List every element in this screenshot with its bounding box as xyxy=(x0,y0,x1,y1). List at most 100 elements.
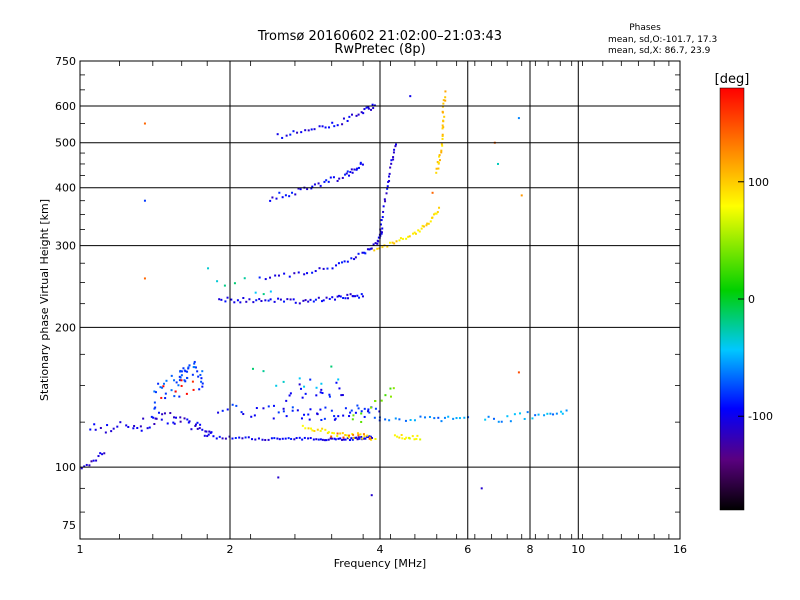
data-point xyxy=(179,370,182,373)
data-point xyxy=(288,195,291,198)
data-point xyxy=(355,168,358,171)
data-point xyxy=(133,424,136,427)
x-tick-label: 2 xyxy=(227,543,234,556)
data-point xyxy=(275,384,278,387)
data-point xyxy=(345,434,348,437)
data-point xyxy=(85,463,88,466)
data-point xyxy=(339,437,342,440)
data-point xyxy=(350,409,353,412)
data-point xyxy=(93,423,96,426)
data-point xyxy=(317,438,320,441)
data-point xyxy=(367,436,370,439)
data-point xyxy=(364,437,367,440)
data-point xyxy=(537,413,540,416)
data-point xyxy=(269,276,272,279)
data-point xyxy=(269,199,272,202)
data-point xyxy=(258,276,261,279)
data-point xyxy=(309,298,312,301)
data-point xyxy=(191,373,194,376)
data-point xyxy=(374,438,377,441)
data-point xyxy=(348,174,351,177)
data-point xyxy=(182,367,185,370)
data-point xyxy=(218,298,221,301)
data-point xyxy=(264,278,267,281)
data-point xyxy=(291,406,294,409)
data-point xyxy=(304,392,307,395)
data-point xyxy=(261,438,264,441)
data-point xyxy=(419,438,422,441)
data-point xyxy=(330,409,333,412)
data-point xyxy=(285,399,288,402)
data-point xyxy=(204,430,207,433)
stats-line-o: mean, sd,O:-101.7, 17.3 xyxy=(608,35,717,45)
data-point xyxy=(341,123,344,126)
data-point xyxy=(324,406,327,409)
data-point xyxy=(366,248,369,251)
data-point xyxy=(443,115,446,118)
data-point xyxy=(314,270,317,273)
data-point xyxy=(444,99,447,102)
data-point xyxy=(361,295,364,298)
data-point xyxy=(316,413,319,416)
data-point xyxy=(161,413,164,416)
data-point xyxy=(344,297,347,300)
data-point xyxy=(292,130,295,133)
data-point xyxy=(413,419,416,422)
data-point xyxy=(201,370,204,373)
data-point xyxy=(355,436,358,439)
data-point xyxy=(358,437,361,440)
data-point xyxy=(307,129,310,132)
data-point xyxy=(313,128,316,131)
data-point xyxy=(441,124,444,127)
data-point xyxy=(346,119,349,122)
data-point xyxy=(401,237,404,240)
data-point xyxy=(309,437,312,440)
data-point xyxy=(500,420,503,423)
data-point xyxy=(299,387,302,390)
data-point xyxy=(281,136,284,139)
data-point xyxy=(284,194,287,197)
data-point xyxy=(186,370,189,373)
data-point xyxy=(196,427,199,430)
data-point xyxy=(342,438,345,441)
data-point xyxy=(384,200,387,203)
data-point xyxy=(306,188,309,191)
data-point xyxy=(440,420,443,423)
data-point xyxy=(325,439,328,442)
data-point xyxy=(376,242,379,245)
data-point xyxy=(392,156,395,159)
data-point xyxy=(360,111,363,114)
data-point xyxy=(337,378,340,381)
data-point xyxy=(106,424,109,427)
data-point xyxy=(188,420,191,423)
data-point xyxy=(153,423,156,426)
data-point xyxy=(442,126,445,129)
data-point xyxy=(173,395,176,398)
data-point xyxy=(433,213,436,216)
data-point xyxy=(201,428,204,431)
data-point xyxy=(264,439,267,442)
data-point xyxy=(520,194,523,197)
data-point xyxy=(297,187,300,190)
data-point xyxy=(360,436,363,439)
data-point xyxy=(408,235,411,238)
data-point xyxy=(289,298,292,301)
data-point xyxy=(298,377,301,380)
data-point xyxy=(321,125,324,128)
data-point xyxy=(311,185,314,188)
data-point xyxy=(354,256,357,259)
data-point xyxy=(255,299,258,302)
data-point xyxy=(190,428,193,431)
data-point xyxy=(310,427,313,430)
data-point xyxy=(379,230,382,233)
data-point xyxy=(442,119,445,122)
data-point xyxy=(360,412,363,415)
data-point xyxy=(497,420,500,423)
data-point xyxy=(154,391,157,394)
data-point xyxy=(333,125,336,128)
data-point xyxy=(288,275,291,278)
data-point xyxy=(194,366,197,369)
data-point xyxy=(152,416,155,419)
data-point xyxy=(405,237,408,240)
data-point xyxy=(335,381,338,384)
